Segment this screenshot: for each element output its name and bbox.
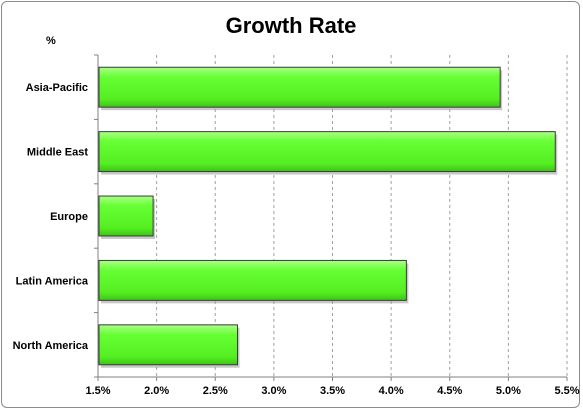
category-label: Europe bbox=[50, 211, 88, 223]
category-label: North America bbox=[13, 340, 89, 352]
chart-title: Growth Rate bbox=[226, 13, 357, 38]
bar bbox=[98, 66, 501, 108]
category-label: Asia-Pacific bbox=[26, 82, 88, 94]
x-tick-labels: 1.5% 2.0% 2.5% 3.0% 3.5% 4.0% 4.5% 5.0% 5.5% bbox=[85, 385, 579, 397]
x-tick-label: 2.5% bbox=[203, 385, 228, 397]
x-tick-label: 5.5% bbox=[554, 385, 579, 397]
bar bbox=[98, 259, 407, 301]
bar bbox=[98, 131, 556, 173]
x-tick-label: 3.5% bbox=[320, 385, 345, 397]
category-labels: Asia-Pacific Middle East Europe Latin Ameri… bbox=[13, 82, 89, 352]
x-tick-label: 5.0% bbox=[496, 385, 521, 397]
x-tick-label: 4.0% bbox=[379, 385, 404, 397]
category-label: Latin America bbox=[16, 275, 89, 287]
bar bbox=[98, 195, 154, 237]
category-label: Middle East bbox=[27, 147, 88, 159]
x-tick-label: 3.0% bbox=[261, 385, 286, 397]
axes bbox=[94, 54, 568, 381]
x-tick-label: 1.5% bbox=[85, 385, 110, 397]
bars bbox=[98, 66, 558, 368]
unit-label: % bbox=[46, 35, 56, 47]
bar bbox=[98, 324, 239, 366]
x-tick-label: 2.0% bbox=[144, 385, 169, 397]
x-tick-label: 4.5% bbox=[437, 385, 462, 397]
